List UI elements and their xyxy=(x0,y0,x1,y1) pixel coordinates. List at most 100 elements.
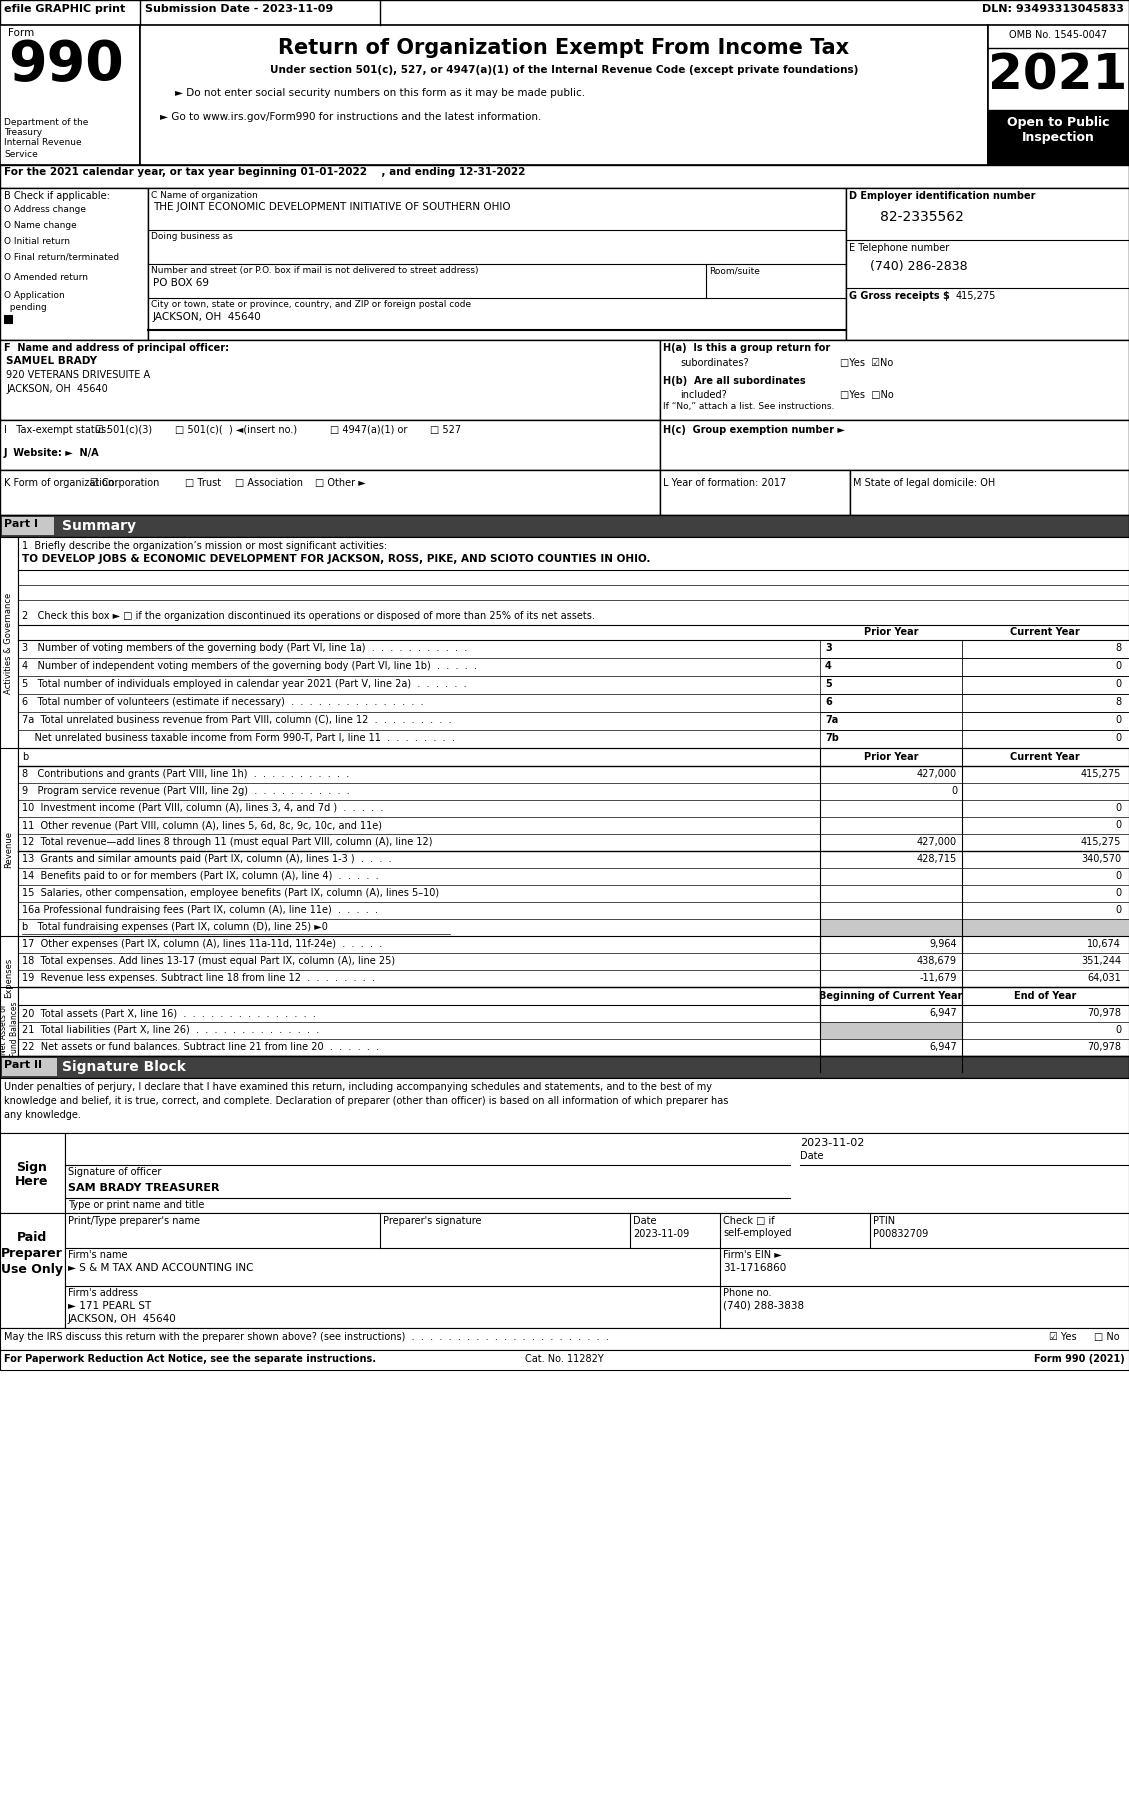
Text: Signature of officer: Signature of officer xyxy=(68,1166,161,1177)
Text: F  Name and address of principal officer:: F Name and address of principal officer: xyxy=(5,343,229,354)
Text: 0: 0 xyxy=(1114,660,1121,671)
Text: 21  Total liabilities (Part X, line 26)  .  .  .  .  .  .  .  .  .  .  .  .  .  : 21 Total liabilities (Part X, line 26) .… xyxy=(21,1025,320,1036)
Text: Current Year: Current Year xyxy=(1010,753,1079,762)
Text: ► Do not enter social security numbers on this form as it may be made public.: ► Do not enter social security numbers o… xyxy=(175,89,585,98)
Bar xyxy=(660,339,1129,421)
Text: 427,000: 427,000 xyxy=(917,836,957,847)
Text: 428,715: 428,715 xyxy=(917,854,957,863)
Text: 14  Benefits paid to or for members (Part IX, column (A), line 4)  .  .  .  .  .: 14 Benefits paid to or for members (Part… xyxy=(21,871,378,882)
Text: 8: 8 xyxy=(1114,642,1121,653)
Text: 0: 0 xyxy=(1114,1025,1121,1036)
Text: Internal Revenue: Internal Revenue xyxy=(5,138,81,147)
Text: Part II: Part II xyxy=(5,1059,42,1070)
Bar xyxy=(0,747,18,952)
Text: H(a)  Is this a group return for: H(a) Is this a group return for xyxy=(663,343,830,354)
Text: May the IRS discuss this return with the preparer shown above? (see instructions: May the IRS discuss this return with the… xyxy=(5,1331,609,1342)
Text: H(c)  Group exemption number ►: H(c) Group exemption number ► xyxy=(663,424,844,435)
Text: O Address change: O Address change xyxy=(5,205,86,214)
Bar xyxy=(148,189,846,339)
Text: Return of Organization Exempt From Income Tax: Return of Organization Exempt From Incom… xyxy=(279,38,849,58)
Text: Phone no.: Phone no. xyxy=(723,1288,771,1299)
Text: 22  Net assets or fund balances. Subtract line 21 from line 20  .  .  .  .  .  .: 22 Net assets or fund balances. Subtract… xyxy=(21,1041,379,1052)
Text: □ Association: □ Association xyxy=(235,479,303,488)
Bar xyxy=(0,515,1129,537)
Text: End of Year: End of Year xyxy=(1014,990,1076,1001)
Text: 8   Contributions and grants (Part VIII, line 1h)  .  .  .  .  .  .  .  .  .  . : 8 Contributions and grants (Part VIII, l… xyxy=(21,769,349,778)
Bar xyxy=(820,920,962,936)
Text: 16a Professional fundraising fees (Part IX, column (A), line 11e)  .  .  .  .  .: 16a Professional fundraising fees (Part … xyxy=(21,905,378,914)
Text: □Yes  ☑No: □Yes ☑No xyxy=(840,357,893,368)
Bar xyxy=(850,470,1129,515)
Text: 7a  Total unrelated business revenue from Part VIII, column (C), line 12  .  .  : 7a Total unrelated business revenue from… xyxy=(21,715,452,726)
Text: If “No,” attach a list. See instructions.: If “No,” attach a list. See instructions… xyxy=(663,403,834,412)
Text: efile GRAPHIC print: efile GRAPHIC print xyxy=(5,4,125,15)
Bar xyxy=(0,0,1129,25)
Bar xyxy=(962,695,1129,713)
Bar xyxy=(0,421,660,470)
Text: JACKSON, OH  45640: JACKSON, OH 45640 xyxy=(6,385,107,394)
Text: G Gross receipts $: G Gross receipts $ xyxy=(849,290,949,301)
Bar xyxy=(820,640,962,658)
Text: 0: 0 xyxy=(1114,889,1121,898)
Bar xyxy=(0,537,18,749)
Bar xyxy=(820,1021,962,1039)
Text: B Check if applicable:: B Check if applicable: xyxy=(5,190,110,201)
Text: Form: Form xyxy=(8,27,34,38)
Text: pending: pending xyxy=(5,303,46,312)
Text: □ No: □ No xyxy=(1094,1331,1120,1342)
Bar xyxy=(65,1134,1129,1214)
Bar xyxy=(988,25,1129,165)
Text: □ Other ►: □ Other ► xyxy=(315,479,366,488)
Bar xyxy=(962,713,1129,729)
Text: b: b xyxy=(21,753,28,762)
Bar xyxy=(0,987,18,1072)
Text: 2023-11-02: 2023-11-02 xyxy=(800,1137,865,1148)
Text: Open to Public
Inspection: Open to Public Inspection xyxy=(1007,116,1110,143)
Text: Firm's EIN ►: Firm's EIN ► xyxy=(723,1250,781,1261)
Text: J  Website: ►  N/A: J Website: ► N/A xyxy=(5,448,99,457)
Text: any knowledge.: any knowledge. xyxy=(5,1110,81,1119)
Text: JACKSON, OH  45640: JACKSON, OH 45640 xyxy=(154,312,262,323)
Bar xyxy=(820,658,962,677)
Text: ► Go to www.irs.gov/Form990 for instructions and the latest information.: ► Go to www.irs.gov/Form990 for instruct… xyxy=(160,112,542,122)
Text: ► S & M TAX AND ACCOUNTING INC: ► S & M TAX AND ACCOUNTING INC xyxy=(68,1263,254,1273)
Bar xyxy=(846,189,1129,339)
Text: 7b: 7b xyxy=(825,733,839,744)
Text: PTIN: PTIN xyxy=(873,1215,895,1226)
Bar xyxy=(65,1214,1129,1328)
Text: 340,570: 340,570 xyxy=(1080,854,1121,863)
Text: ☑ Corporation: ☑ Corporation xyxy=(90,479,159,488)
Text: Revenue: Revenue xyxy=(5,831,14,869)
Text: 415,275: 415,275 xyxy=(1080,836,1121,847)
Text: included?: included? xyxy=(680,390,727,401)
Text: Part I: Part I xyxy=(5,519,38,530)
Bar xyxy=(0,1328,1129,1350)
Bar xyxy=(0,1214,65,1328)
Bar xyxy=(5,316,12,323)
Text: 5   Total number of individuals employed in calendar year 2021 (Part V, line 2a): 5 Total number of individuals employed i… xyxy=(21,678,466,689)
Text: 82-2335562: 82-2335562 xyxy=(879,210,964,223)
Text: 15  Salaries, other compensation, employee benefits (Part IX, column (A), lines : 15 Salaries, other compensation, employe… xyxy=(21,889,439,898)
Text: 3   Number of voting members of the governing body (Part VI, line 1a)  .  .  .  : 3 Number of voting members of the govern… xyxy=(21,642,467,653)
Bar xyxy=(660,421,1129,470)
Text: PO BOX 69: PO BOX 69 xyxy=(154,278,209,288)
Text: □ 527: □ 527 xyxy=(430,424,461,435)
Text: □ 501(c)(  ) ◄(insert no.): □ 501(c)( ) ◄(insert no.) xyxy=(175,424,297,435)
Bar xyxy=(0,1350,1129,1370)
Bar xyxy=(0,1056,1129,1078)
Bar xyxy=(0,1134,65,1214)
Text: 1  Briefly describe the organization’s mission or most significant activities:: 1 Briefly describe the organization’s mi… xyxy=(21,541,387,551)
Text: 12  Total revenue—add lines 8 through 11 (must equal Part VIII, column (A), line: 12 Total revenue—add lines 8 through 11 … xyxy=(21,836,432,847)
Bar xyxy=(962,920,1129,936)
Bar xyxy=(0,165,1129,189)
Bar xyxy=(820,713,962,729)
Text: ☑ Yes: ☑ Yes xyxy=(1049,1331,1077,1342)
Text: Use Only: Use Only xyxy=(1,1263,63,1275)
Text: 0: 0 xyxy=(1114,905,1121,914)
Text: 427,000: 427,000 xyxy=(917,769,957,778)
Text: L Year of formation: 2017: L Year of formation: 2017 xyxy=(663,479,786,488)
Bar xyxy=(962,658,1129,677)
Text: 0: 0 xyxy=(1114,715,1121,726)
Text: 990: 990 xyxy=(8,38,124,93)
Bar xyxy=(0,189,148,339)
